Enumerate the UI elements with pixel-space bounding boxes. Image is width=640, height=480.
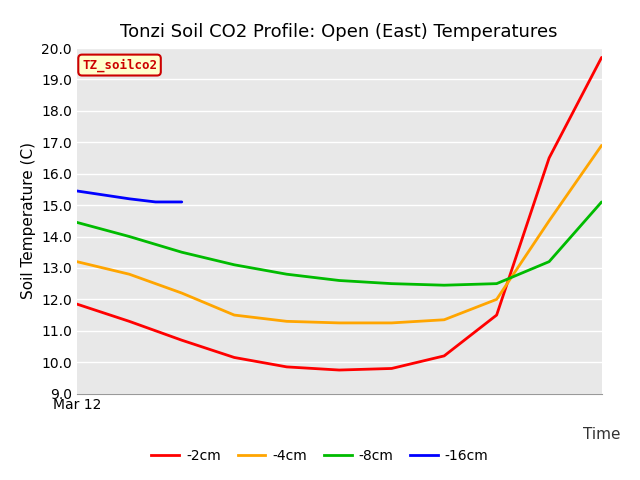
-2cm (545, 155, 553, 161)
-16cm (73, 188, 81, 194)
-8cm (283, 271, 291, 277)
-8cm (493, 281, 500, 287)
-4cm (178, 290, 186, 296)
-2cm (440, 353, 448, 359)
Line: -4cm: -4cm (77, 145, 602, 323)
Y-axis label: Soil Temperature (C): Soil Temperature (C) (20, 142, 35, 300)
-8cm (230, 262, 238, 268)
-2cm (598, 55, 605, 60)
Title: Tonzi Soil CO2 Profile: Open (East) Temperatures: Tonzi Soil CO2 Profile: Open (East) Temp… (120, 23, 558, 41)
-2cm (178, 337, 186, 343)
-16cm (178, 199, 186, 205)
Text: TZ_soilco2: TZ_soilco2 (82, 59, 157, 72)
-8cm (598, 199, 605, 205)
-2cm (493, 312, 500, 318)
-2cm (73, 301, 81, 307)
-4cm (335, 320, 343, 326)
-2cm (283, 364, 291, 370)
-4cm (440, 317, 448, 323)
Line: -2cm: -2cm (77, 58, 602, 370)
-4cm (598, 143, 605, 148)
-16cm (152, 199, 159, 205)
-8cm (73, 219, 81, 225)
-2cm (125, 318, 133, 324)
Text: Time: Time (583, 427, 621, 442)
-2cm (230, 355, 238, 360)
-4cm (125, 271, 133, 277)
-2cm (388, 366, 396, 372)
-8cm (388, 281, 396, 287)
-8cm (440, 282, 448, 288)
-16cm (125, 196, 133, 202)
-4cm (388, 320, 396, 326)
-4cm (230, 312, 238, 318)
Line: -16cm: -16cm (77, 191, 182, 202)
-4cm (73, 259, 81, 264)
-8cm (125, 234, 133, 240)
-8cm (178, 249, 186, 255)
-2cm (335, 367, 343, 373)
-8cm (545, 259, 553, 264)
-4cm (545, 218, 553, 224)
Legend: -2cm, -4cm, -8cm, -16cm: -2cm, -4cm, -8cm, -16cm (146, 443, 494, 468)
-4cm (493, 297, 500, 302)
-8cm (335, 277, 343, 283)
Line: -8cm: -8cm (77, 202, 602, 285)
-4cm (283, 318, 291, 324)
